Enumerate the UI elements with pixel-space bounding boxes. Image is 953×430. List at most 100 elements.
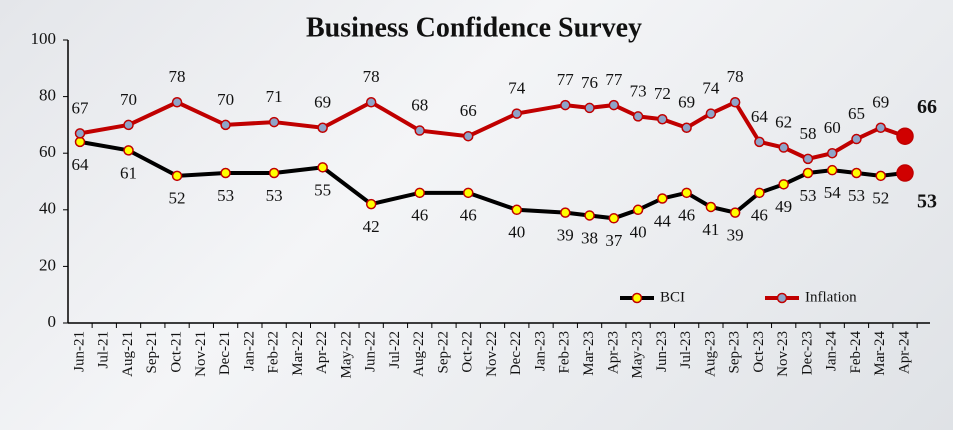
marker [802, 167, 814, 179]
marker [171, 97, 183, 108]
data-label: 74 [702, 78, 720, 97]
data-label: 72 [654, 84, 671, 103]
data-label: 67 [72, 98, 90, 117]
marker [875, 170, 886, 182]
marker [729, 97, 741, 108]
data-label: 61 [120, 163, 137, 182]
x-tick-label: Nov-22 [484, 331, 500, 377]
marker [826, 147, 838, 159]
x-tick-label: Apr-24 [896, 331, 912, 375]
x-tick-label: Apr-22 [314, 331, 330, 374]
marker [729, 207, 741, 218]
marker [608, 99, 620, 111]
marker [365, 198, 377, 210]
data-label: 53 [799, 186, 816, 205]
chart-title: Business Confidence Survey [306, 12, 642, 43]
data-label: 55 [314, 180, 331, 199]
x-tick-label: Mar-23 [581, 331, 597, 376]
y-tick-label: 0 [48, 312, 57, 331]
x-tick-label: May-23 [630, 331, 646, 379]
marker [584, 210, 595, 221]
data-label: 66 [460, 101, 477, 120]
marker [123, 119, 134, 131]
marker [171, 170, 183, 182]
marker [632, 204, 644, 216]
marker [511, 204, 523, 216]
x-tick-label: Jul-23 [678, 331, 694, 369]
x-tick-label: Aug-23 [702, 331, 718, 377]
marker [896, 164, 914, 182]
data-label: 53 [917, 191, 937, 213]
marker [220, 167, 231, 179]
data-label: 68 [411, 95, 428, 114]
data-label: 62 [775, 112, 792, 131]
x-tick-label: Nov-21 [193, 331, 209, 377]
x-tick-label: Feb-23 [557, 331, 573, 374]
data-label: 70 [217, 90, 234, 109]
data-label: 44 [654, 211, 672, 230]
legend-label: BCI [660, 289, 685, 305]
marker [705, 201, 717, 213]
data-label: 39 [557, 226, 574, 245]
x-tick-label: Jan-24 [824, 331, 840, 371]
x-tick-label: Jun-21 [71, 331, 87, 372]
data-label: 73 [630, 81, 647, 100]
x-tick-label: Jul-22 [387, 331, 403, 369]
x-tick-label: Sep-21 [144, 331, 160, 374]
x-tick-label: Mar-24 [872, 331, 888, 376]
x-tick-label: Oct-23 [751, 331, 767, 373]
marker [778, 142, 789, 153]
data-label: 40 [630, 223, 647, 242]
marker [123, 145, 134, 156]
data-label: 78 [169, 67, 186, 86]
marker [826, 164, 838, 176]
x-tick-label: Apr-23 [605, 331, 621, 374]
data-label: 64 [751, 107, 769, 126]
data-label: 54 [824, 183, 842, 202]
data-label: 58 [799, 124, 816, 143]
marker [778, 179, 789, 190]
marker [754, 187, 765, 199]
marker [851, 167, 862, 179]
legend-marker [776, 292, 788, 304]
data-label: 74 [508, 78, 526, 97]
marker [268, 116, 280, 128]
marker [511, 108, 523, 119]
x-tick-label: Mar-22 [290, 331, 306, 376]
marker [560, 99, 571, 111]
data-label: 42 [363, 217, 380, 236]
data-label: 46 [460, 206, 477, 225]
data-label: 52 [169, 189, 186, 208]
data-label: 64 [72, 155, 90, 174]
data-label: 60 [824, 118, 841, 137]
x-tick-label: Jan-22 [241, 331, 257, 371]
marker [414, 125, 425, 136]
marker [681, 187, 692, 199]
x-tick-label: Aug-21 [120, 331, 136, 377]
data-label: 76 [581, 73, 598, 92]
data-label: 78 [727, 67, 744, 86]
marker [657, 193, 668, 204]
legend-marker [631, 292, 643, 304]
marker [317, 122, 328, 133]
x-tick-label: May-22 [338, 331, 354, 379]
marker [754, 136, 765, 148]
x-tick-label: Dec-23 [799, 331, 815, 375]
data-label: 69 [314, 93, 331, 112]
data-label: 40 [508, 223, 525, 242]
x-tick-label: Aug-22 [411, 331, 427, 377]
x-tick-label: Oct-22 [460, 331, 476, 373]
data-label: 53 [266, 186, 283, 205]
data-label: 77 [605, 70, 623, 89]
marker [657, 113, 668, 125]
data-label: 53 [848, 186, 865, 205]
data-label: 39 [727, 226, 744, 245]
y-tick-label: 100 [31, 29, 57, 48]
data-label: 69 [872, 93, 889, 112]
data-label: 71 [266, 87, 283, 106]
x-tick-label: Nov-23 [775, 331, 791, 377]
marker [584, 102, 595, 114]
data-label: 37 [605, 231, 623, 250]
marker [365, 97, 377, 108]
